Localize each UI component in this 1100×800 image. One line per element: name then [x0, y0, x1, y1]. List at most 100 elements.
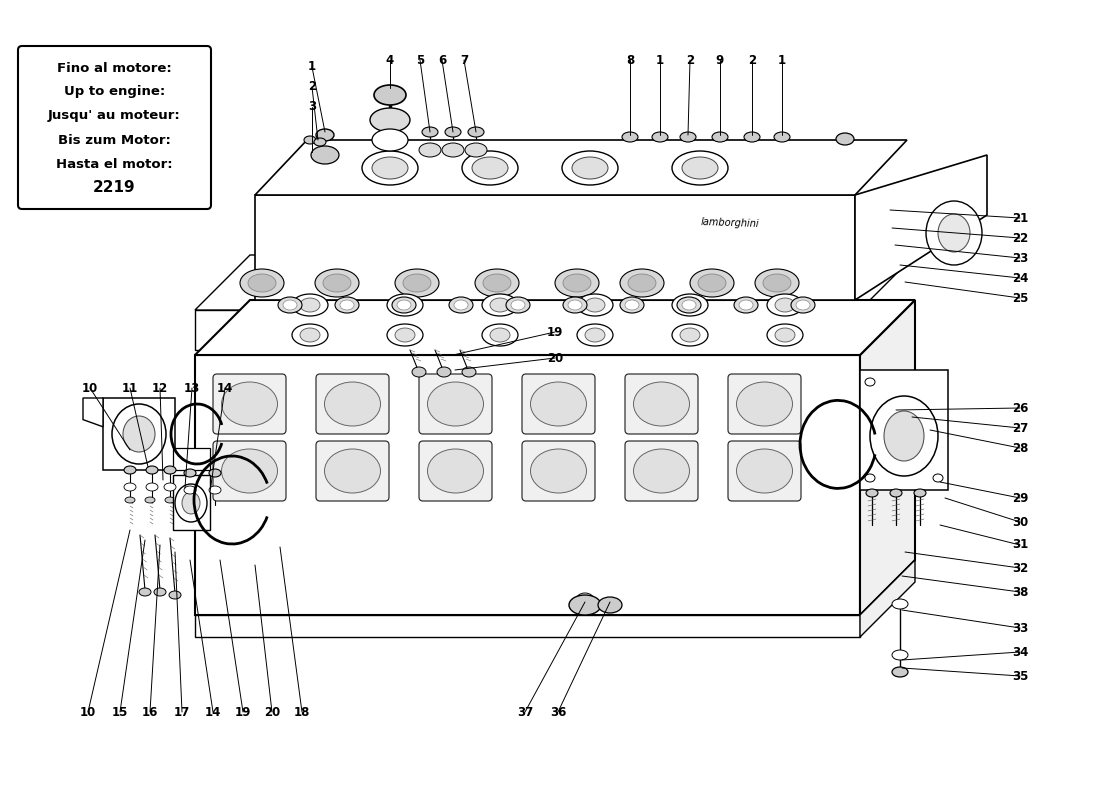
Text: 7: 7	[460, 54, 469, 66]
Ellipse shape	[372, 129, 408, 151]
Ellipse shape	[865, 474, 874, 482]
Text: 13: 13	[184, 382, 200, 394]
Text: 20: 20	[547, 351, 563, 365]
Ellipse shape	[585, 298, 605, 312]
Text: 23: 23	[1012, 251, 1028, 265]
Ellipse shape	[712, 132, 728, 142]
Bar	[195, 615, 860, 637]
Ellipse shape	[698, 274, 726, 292]
Ellipse shape	[892, 650, 907, 660]
Text: 38: 38	[1012, 586, 1028, 598]
Ellipse shape	[412, 367, 426, 377]
Ellipse shape	[578, 294, 613, 316]
Text: 3: 3	[308, 101, 316, 114]
Text: 25: 25	[1012, 291, 1028, 305]
Ellipse shape	[791, 297, 815, 313]
FancyBboxPatch shape	[419, 441, 492, 501]
Text: 26: 26	[1012, 402, 1028, 414]
Ellipse shape	[734, 297, 758, 313]
Ellipse shape	[468, 127, 484, 137]
Polygon shape	[195, 355, 860, 615]
Ellipse shape	[442, 143, 464, 157]
Ellipse shape	[462, 151, 518, 185]
Text: 27: 27	[1012, 422, 1028, 434]
Polygon shape	[82, 398, 103, 427]
Ellipse shape	[776, 328, 795, 342]
Text: Up to engine:: Up to engine:	[64, 86, 165, 98]
Ellipse shape	[634, 449, 690, 493]
Ellipse shape	[387, 294, 424, 316]
Ellipse shape	[248, 274, 276, 292]
FancyBboxPatch shape	[419, 374, 492, 434]
Ellipse shape	[892, 667, 907, 677]
Text: eurospares: eurospares	[385, 537, 755, 594]
Text: 9: 9	[716, 54, 724, 66]
Ellipse shape	[676, 297, 701, 313]
Ellipse shape	[914, 489, 926, 497]
Polygon shape	[103, 398, 175, 470]
Ellipse shape	[428, 449, 484, 493]
Ellipse shape	[323, 274, 351, 292]
Text: 15: 15	[112, 706, 129, 718]
Text: 5: 5	[416, 54, 425, 66]
Ellipse shape	[585, 328, 605, 342]
Text: 14: 14	[217, 382, 233, 394]
Ellipse shape	[124, 483, 136, 491]
Text: 14: 14	[205, 706, 221, 718]
Ellipse shape	[300, 328, 320, 342]
Text: 19: 19	[234, 706, 251, 718]
FancyBboxPatch shape	[728, 374, 801, 434]
Text: 29: 29	[1012, 491, 1028, 505]
Polygon shape	[173, 475, 210, 530]
Ellipse shape	[737, 449, 792, 493]
FancyBboxPatch shape	[213, 441, 286, 501]
Ellipse shape	[680, 298, 700, 312]
Ellipse shape	[372, 157, 408, 179]
Ellipse shape	[576, 593, 594, 607]
Text: 1: 1	[778, 54, 786, 66]
Ellipse shape	[890, 489, 902, 497]
Ellipse shape	[446, 127, 461, 137]
Ellipse shape	[182, 492, 200, 514]
Text: 12: 12	[152, 382, 168, 394]
Ellipse shape	[569, 595, 601, 615]
Ellipse shape	[165, 497, 175, 503]
Ellipse shape	[340, 300, 354, 310]
Ellipse shape	[620, 269, 664, 297]
Text: 34: 34	[1012, 646, 1028, 658]
Text: 2: 2	[308, 81, 316, 94]
Text: 18: 18	[294, 706, 310, 718]
Ellipse shape	[175, 484, 207, 522]
Text: 1: 1	[308, 61, 316, 74]
Ellipse shape	[146, 466, 158, 474]
Ellipse shape	[865, 378, 874, 386]
Ellipse shape	[362, 151, 418, 185]
Ellipse shape	[598, 597, 622, 613]
Text: 6: 6	[438, 54, 447, 66]
Text: 30: 30	[1012, 515, 1028, 529]
Ellipse shape	[621, 132, 638, 142]
Ellipse shape	[512, 300, 525, 310]
Ellipse shape	[240, 269, 284, 297]
Ellipse shape	[145, 497, 155, 503]
Ellipse shape	[164, 483, 176, 491]
Ellipse shape	[568, 300, 582, 310]
Ellipse shape	[737, 382, 792, 426]
FancyBboxPatch shape	[522, 374, 595, 434]
Ellipse shape	[634, 382, 690, 426]
Ellipse shape	[449, 297, 473, 313]
Ellipse shape	[124, 466, 136, 474]
Text: 11: 11	[122, 382, 139, 394]
Ellipse shape	[392, 297, 416, 313]
Ellipse shape	[490, 328, 510, 342]
FancyBboxPatch shape	[728, 441, 801, 501]
Text: 4: 4	[386, 54, 394, 66]
FancyBboxPatch shape	[316, 374, 389, 434]
FancyBboxPatch shape	[213, 374, 286, 434]
Ellipse shape	[884, 411, 924, 461]
Polygon shape	[855, 155, 987, 300]
Ellipse shape	[690, 269, 734, 297]
Ellipse shape	[767, 294, 803, 316]
Ellipse shape	[672, 151, 728, 185]
Ellipse shape	[866, 489, 878, 497]
